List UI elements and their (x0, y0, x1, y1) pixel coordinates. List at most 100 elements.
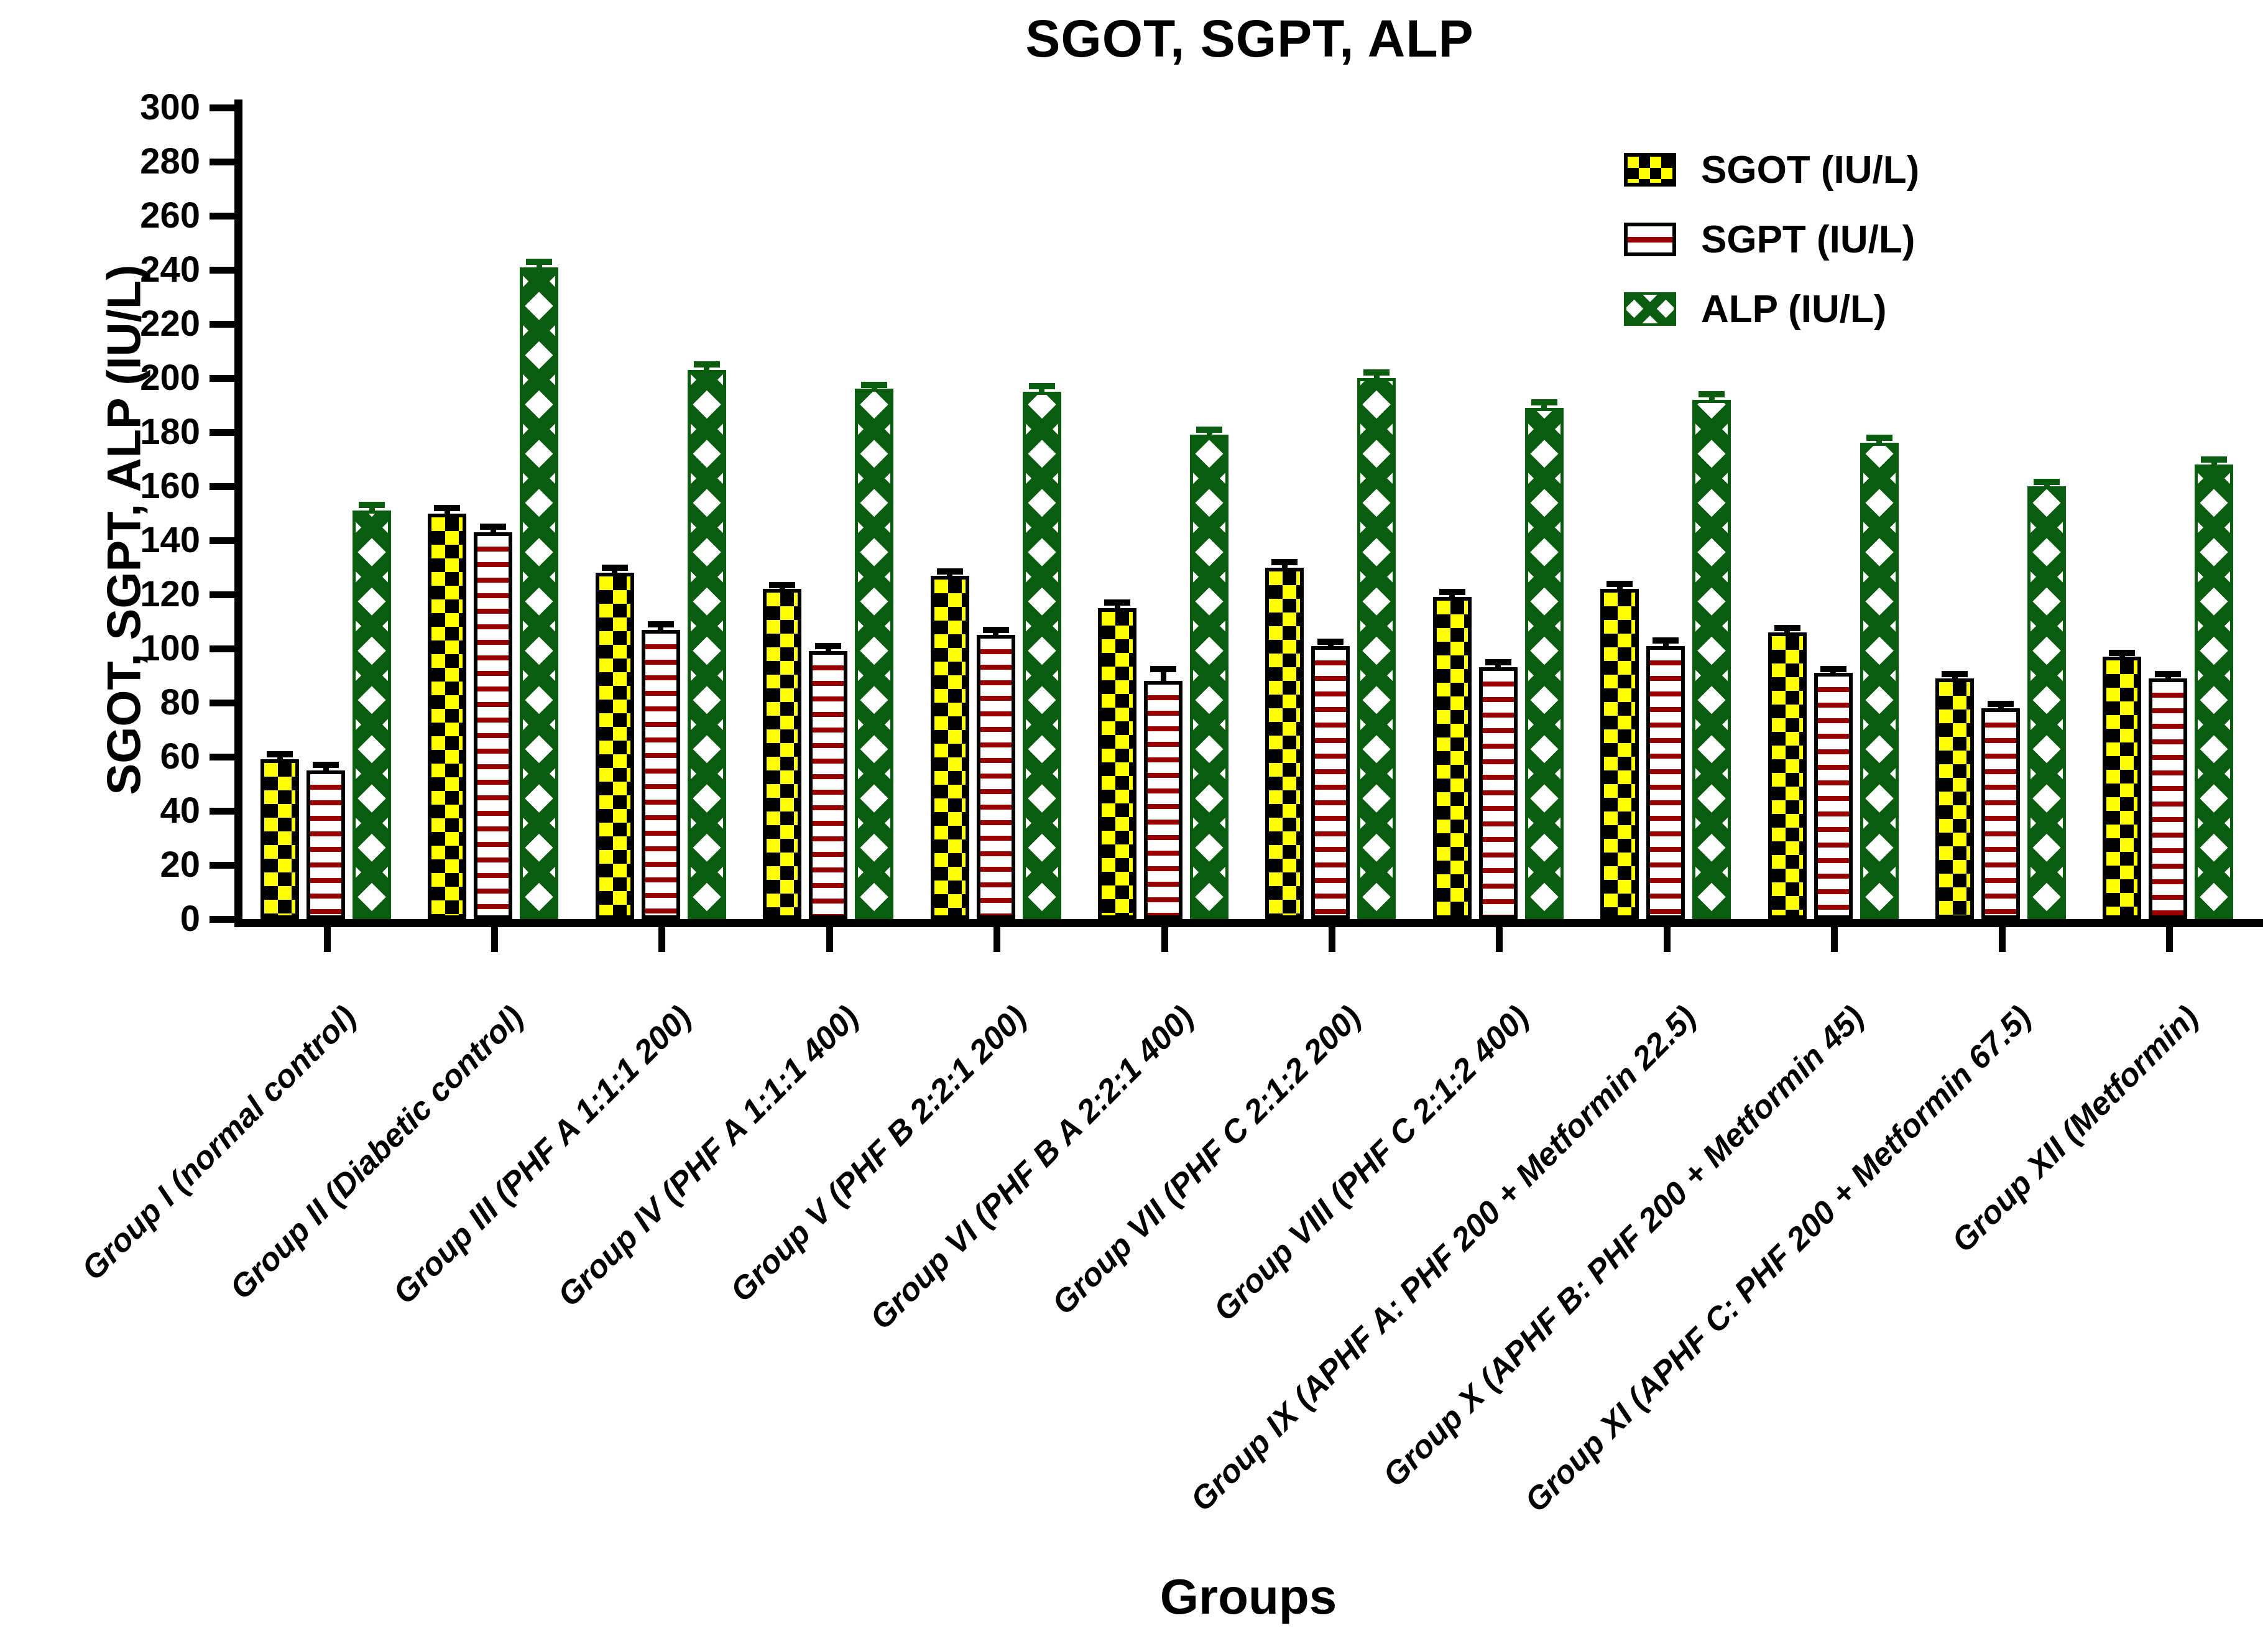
bar-sgot-group-viii (1432, 597, 1472, 919)
bar-sgpt-group-i (307, 770, 345, 919)
bar-alp-group-v (1022, 391, 1061, 919)
error-bar-cap-alp-group-i (359, 502, 385, 509)
y-tick-40 (210, 807, 234, 815)
error-bar-cap-sgpt-group-iii (647, 621, 674, 627)
bar-alp-group-vi (1190, 435, 1228, 919)
x-category-label-group-v: Group V (PHF B 2:2:1 200) (723, 999, 1034, 1310)
x-tick-group-xii (2165, 927, 2173, 952)
error-bar-cap-sgot-group-ix (1606, 580, 1633, 587)
x-category-label-group-vi: Group VI (PHF B A 2:2:1 400) (863, 999, 1201, 1337)
x-category-label-group-xi: Group XI (APHF C: PHF 200 + Metformin 67… (1518, 999, 2039, 1520)
bar-sgot-group-xii (2103, 657, 2142, 919)
x-category-label-group-iii: Group III (PHF A 1:1:1 200) (386, 999, 699, 1311)
bar-sgpt-group-v (976, 635, 1015, 919)
error-bar-cap-alp-group-xi (2034, 479, 2060, 486)
bar-sgpt-group-vi (1144, 681, 1182, 919)
bar-alp-group-i (353, 511, 391, 919)
bar-sgpt-group-ix (1646, 645, 1685, 919)
y-tick-label-280: 280 (140, 141, 200, 182)
error-bar-cap-alp-group-viii (1531, 399, 1557, 406)
bar-alp-group-ix (1692, 399, 1731, 919)
y-tick-label-200: 200 (140, 358, 200, 398)
y-tick-label-100: 100 (140, 628, 200, 668)
y-tick-20 (210, 861, 234, 869)
y-tick-120 (210, 591, 234, 598)
bar-sgpt-group-vii (1311, 645, 1350, 919)
error-bar-cap-sgot-group-vii (1271, 558, 1298, 565)
error-bar-cap-sgot-group-iii (601, 564, 628, 571)
y-tick-220 (210, 320, 234, 328)
y-tick-60 (210, 753, 234, 760)
y-tick-200 (210, 374, 234, 382)
bar-sgot-group-xi (1935, 678, 1974, 919)
error-bar-cap-sgot-group-iv (769, 581, 796, 588)
bar-sgpt-group-x (1814, 673, 1853, 919)
y-tick-240 (210, 266, 234, 274)
error-bar-cap-sgpt-group-xi (1988, 701, 2014, 708)
legend-swatch-sgpt-lines-icon (1624, 223, 1676, 256)
y-tick-80 (210, 699, 234, 706)
error-bar-cap-sgot-group-i (267, 751, 293, 757)
legend: SGOT (IU/L) SGPT (IU/L) ALP (IU/L) (1624, 149, 1919, 362)
bar-sgot-group-ix (1600, 589, 1639, 919)
x-tick-group-iii (658, 927, 666, 952)
y-tick-label-40: 40 (160, 790, 200, 831)
error-bar-cap-alp-group-v (1028, 383, 1055, 390)
error-bar-cap-alp-group-ix (1699, 391, 1725, 398)
error-bar-cap-alp-group-vii (1363, 369, 1390, 376)
error-bar-cap-alp-group-xii (2201, 456, 2228, 463)
legend-swatch-sgot-checker-icon (1624, 153, 1676, 187)
x-category-label-group-iv: Group IV (PHF A 1:1:1 400) (551, 999, 866, 1314)
y-tick-label-180: 180 (140, 412, 200, 452)
bar-sgpt-group-iii (641, 629, 680, 919)
bar-sgot-group-iv (763, 589, 802, 919)
bar-alp-group-xi (2027, 486, 2066, 919)
x-tick-group-i (323, 927, 331, 952)
error-bar-cap-alp-group-ii (526, 258, 553, 265)
y-tick-label-160: 160 (140, 466, 200, 506)
error-bar-cap-sgpt-group-i (313, 762, 339, 769)
x-category-label-group-x: Group X (APHF B: PHF 200 + Metformin 45) (1376, 999, 1871, 1494)
bar-sgot-group-v (930, 575, 969, 919)
y-tick-label-140: 140 (140, 520, 200, 560)
error-bar-cap-sgot-group-viii (1439, 588, 1465, 595)
bar-sgot-group-vi (1098, 608, 1136, 919)
x-tick-group-vii (1328, 927, 1335, 952)
error-bar-cap-sgot-group-v (936, 568, 963, 575)
x-tick-group-ix (1663, 927, 1671, 952)
bar-alp-group-iv (855, 389, 894, 919)
error-bar-cap-alp-group-vi (1196, 426, 1222, 433)
legend-swatch-alp-diamonds-icon (1624, 292, 1676, 326)
error-bar-cap-sgpt-group-viii (1485, 659, 1511, 665)
bar-alp-group-ii (520, 267, 559, 919)
bar-alp-group-iii (687, 369, 726, 919)
error-bar-cap-sgot-group-x (1774, 625, 1800, 632)
x-tick-group-vi (1161, 927, 1168, 952)
y-tick-label-300: 300 (140, 87, 200, 127)
y-tick-label-260: 260 (140, 195, 200, 236)
bar-sgot-group-i (260, 759, 299, 919)
error-bar-cap-sgpt-group-xii (2155, 671, 2182, 678)
error-bar-cap-alp-group-iv (861, 381, 888, 388)
bar-sgpt-group-viii (1478, 667, 1518, 919)
y-tick-160 (210, 483, 234, 490)
error-bar-cap-sgpt-group-iv (815, 642, 842, 649)
y-axis-line (234, 99, 242, 927)
error-bar-cap-alp-group-iii (693, 361, 720, 368)
x-tick-group-x (1831, 927, 1838, 952)
bar-sgot-group-vii (1265, 567, 1304, 919)
error-bar-cap-sgpt-group-v (982, 626, 1009, 633)
bar-sgpt-group-xi (1981, 708, 2020, 919)
error-bar-cap-sgpt-group-ii (480, 524, 507, 530)
x-tick-group-ii (491, 927, 498, 952)
x-tick-group-viii (1496, 927, 1503, 952)
x-tick-group-iv (826, 927, 833, 952)
y-tick-180 (210, 428, 234, 436)
error-bar-cap-alp-group-x (1866, 434, 1892, 441)
x-category-label-group-ix: Group IX (APHF A: PHF 200 + Metformin 22… (1184, 999, 1703, 1519)
error-bar-cap-sgot-group-xii (2109, 649, 2136, 656)
y-tick-label-120: 120 (140, 574, 200, 614)
x-tick-group-xi (1998, 927, 2006, 952)
error-bar-cap-sgpt-group-vii (1317, 639, 1344, 645)
